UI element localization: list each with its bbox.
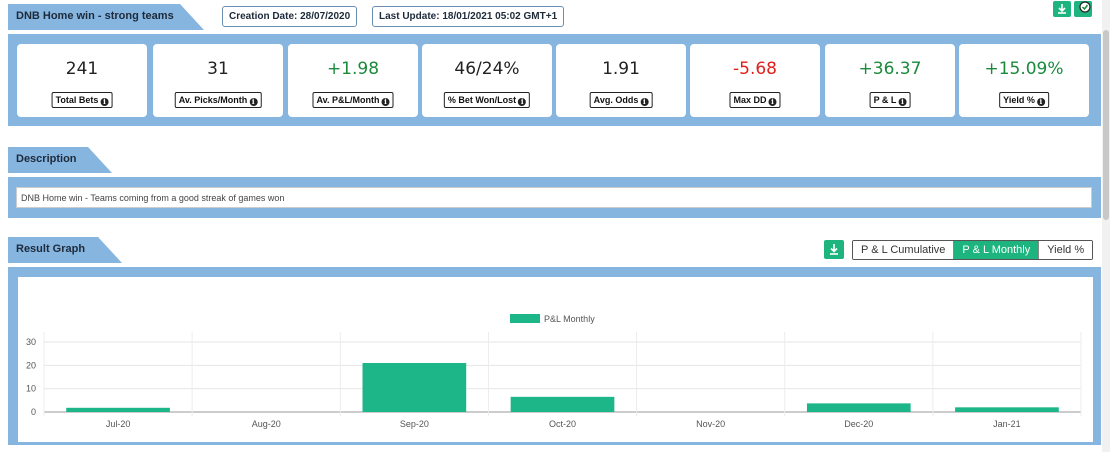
stat-value: 46/24%	[454, 59, 520, 79]
description-tab: Description	[8, 147, 112, 173]
tab-pl-cumulative[interactable]: P & L Cumulative	[853, 241, 955, 259]
pl-monthly-chart: 0 10 20 30 Jul-20 Aug-20 Sep-20 Oct-20 Nov-20 Dec…	[26, 332, 1082, 429]
download-icon	[830, 244, 838, 255]
result-graph-tab: Result Graph	[8, 237, 122, 263]
x-tick-label: Jan-21	[993, 419, 1021, 429]
scrollbar-thumb[interactable]	[1103, 30, 1109, 220]
check-button[interactable]	[1074, 1, 1092, 17]
stat-label[interactable]: Avg. Odds i	[589, 92, 653, 108]
stat-card-av-picks-month: 31 Av. Picks/Month i	[153, 44, 283, 117]
info-icon: i	[768, 98, 777, 106]
legend-label: P&L Monthly	[544, 314, 595, 324]
tab-yield[interactable]: Yield %	[1039, 241, 1093, 259]
x-tick-label: Aug-20	[252, 419, 281, 429]
y-tick-label: 0	[31, 407, 36, 417]
stats-panel: 241 Total Bets i 31 Av. Picks/Month i +1.9…	[8, 34, 1101, 126]
tab-pl-monthly[interactable]: P & L Monthly	[954, 241, 1040, 259]
description-text: DNB Home win - Teams coming from a good …	[16, 187, 1092, 208]
bar	[66, 407, 170, 412]
stat-label[interactable]: Yield % i	[999, 92, 1049, 108]
info-icon: i	[249, 98, 258, 106]
stat-value: -5.68	[733, 59, 777, 79]
stat-value: 241	[65, 59, 99, 79]
stat-value: +15.09%	[984, 59, 1064, 79]
stat-card-avg-odds: 1.91 Avg. Odds i	[556, 44, 686, 117]
stat-label[interactable]: Max DD i	[729, 92, 781, 108]
description-title: Description	[16, 153, 77, 165]
stat-card-total-bets: 241 Total Bets i	[17, 44, 147, 117]
stat-label[interactable]: Total Bets i	[51, 92, 113, 108]
bar	[806, 403, 911, 412]
stat-card-yield: +15.09% Yield % i	[959, 44, 1089, 117]
bar	[362, 363, 467, 412]
y-tick-label: 20	[26, 360, 36, 370]
stat-card-max-dd: -5.68 Max DD i	[690, 44, 820, 117]
info-icon: i	[1036, 98, 1045, 106]
chart-legend[interactable]: P&L Monthly	[510, 314, 595, 324]
x-tick-label: Jul-20	[106, 419, 131, 429]
stat-label[interactable]: % Bet Won/Lost i	[443, 92, 531, 108]
bar	[955, 407, 1059, 412]
info-icon: i	[100, 98, 109, 106]
legend-swatch	[510, 314, 540, 323]
graph-panel: P&L Monthly 0 10 20 30 Jul-20 Aug-20 Sep-20 Oct…	[8, 267, 1101, 445]
stat-value: +1.98	[326, 59, 380, 79]
chart-area: P&L Monthly 0 10 20 30 Jul-20 Aug-20 Sep-20 Oct…	[18, 277, 1093, 442]
stat-value: 1.91	[602, 59, 640, 79]
vertical-scrollbar[interactable]	[1102, 0, 1110, 452]
graph-download-button[interactable]	[824, 240, 844, 259]
bar	[510, 396, 615, 412]
x-tick-label: Oct-20	[549, 419, 576, 429]
stat-label[interactable]: Av. P&L/Month i	[312, 92, 394, 108]
stat-label[interactable]: Av. Picks/Month i	[174, 92, 262, 108]
stat-value: +36.37	[858, 59, 922, 79]
info-icon: i	[898, 98, 907, 106]
x-tick-label: Nov-20	[696, 419, 725, 429]
strategy-title-tab: DNB Home win - strong teams	[8, 4, 204, 30]
info-icon: i	[381, 98, 390, 106]
stat-card-bet-won-lost: 46/24% % Bet Won/Lost i	[422, 44, 552, 117]
download-icon	[1058, 4, 1066, 14]
y-tick-label: 30	[26, 337, 36, 347]
x-tick-label: Dec-20	[844, 419, 873, 429]
info-icon: i	[640, 98, 649, 106]
download-button[interactable]	[1053, 1, 1071, 17]
strategy-title: DNB Home win - strong teams	[16, 10, 174, 22]
graph-mode-toggle: P & L Cumulative P & L Monthly Yield %	[852, 240, 1094, 260]
result-graph-title: Result Graph	[16, 243, 86, 255]
x-tick-label: Sep-20	[400, 419, 429, 429]
y-tick-label: 10	[26, 384, 36, 394]
last-update-badge: Last Update: 18/01/2021 05:02 GMT+1	[372, 6, 565, 27]
description-panel: DNB Home win - Teams coming from a good …	[8, 177, 1101, 218]
info-icon: i	[518, 98, 527, 106]
stat-card-av-pl-month: +1.98 Av. P&L/Month i	[288, 44, 418, 117]
check-circle-icon	[1079, 1, 1091, 13]
creation-date-badge: Creation Date: 28/07/2020	[222, 6, 358, 27]
stat-value: 31	[207, 59, 229, 79]
